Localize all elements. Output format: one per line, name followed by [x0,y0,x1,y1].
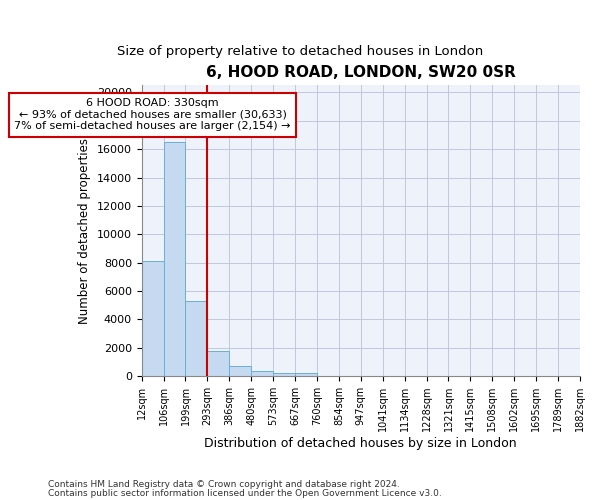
Bar [229,366,251,376]
Text: Contains HM Land Registry data © Crown copyright and database right 2024.: Contains HM Land Registry data © Crown c… [48,480,400,489]
Bar [208,352,229,376]
Bar [142,262,164,376]
Text: Contains public sector information licensed under the Open Government Licence v3: Contains public sector information licen… [48,490,442,498]
Title: 6, HOOD ROAD, LONDON, SW20 0SR: 6, HOOD ROAD, LONDON, SW20 0SR [206,65,516,80]
Text: 6 HOOD ROAD: 330sqm
← 93% of detached houses are smaller (30,633)
7% of semi-det: 6 HOOD ROAD: 330sqm ← 93% of detached ho… [14,98,291,132]
Y-axis label: Number of detached properties: Number of detached properties [78,138,91,324]
Bar [295,374,317,376]
Bar [185,301,208,376]
Bar [273,372,295,376]
Bar [164,142,185,376]
Text: Size of property relative to detached houses in London: Size of property relative to detached ho… [117,45,483,58]
Bar [251,370,273,376]
X-axis label: Distribution of detached houses by size in London: Distribution of detached houses by size … [205,437,517,450]
